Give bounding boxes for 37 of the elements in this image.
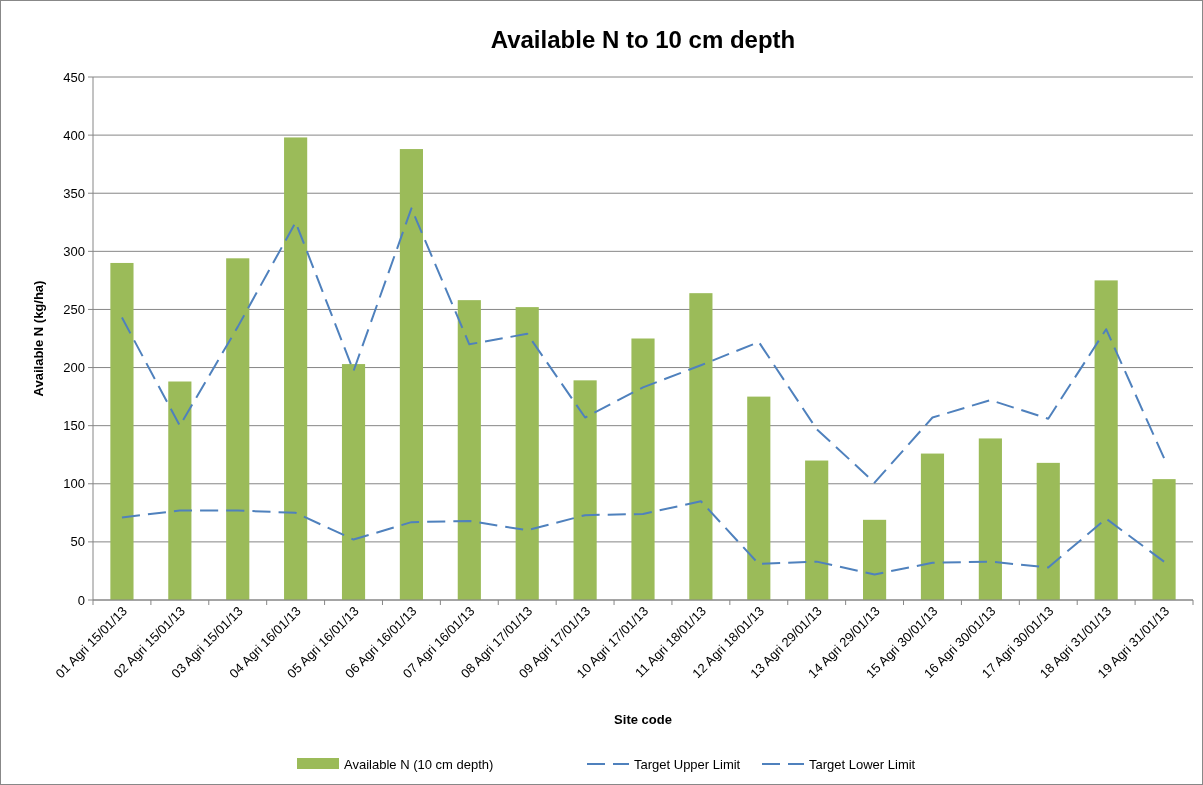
bar (863, 519, 887, 600)
legend-label: Available N (10 cm depth) (344, 757, 494, 772)
bar (226, 258, 250, 600)
bar (631, 338, 655, 600)
line-series (120, 500, 1166, 576)
y-tick-label: 0 (77, 592, 85, 608)
bar (1036, 462, 1060, 600)
y-tick-label: 400 (63, 127, 85, 143)
bar (168, 381, 192, 600)
bar (920, 453, 945, 600)
bar (978, 438, 1002, 600)
bar (573, 380, 597, 600)
y-tick-label: 300 (63, 243, 85, 259)
y-tick-label: 250 (63, 301, 85, 317)
y-tick-label: 200 (63, 360, 85, 376)
bar (747, 396, 771, 600)
chart-title: Available N to 10 cm depth (490, 26, 796, 53)
y-tick-label: 150 (63, 418, 85, 434)
legend-label: Target Lower Limit (809, 757, 916, 772)
y-tick-label: 100 (63, 476, 85, 492)
bar (110, 262, 134, 600)
bar (515, 307, 539, 600)
bar (689, 293, 713, 600)
y-axis-title: Available N (kg/ha) (31, 280, 46, 397)
bar (805, 460, 829, 600)
line-series (120, 207, 1166, 484)
bar (1094, 280, 1118, 600)
bar (341, 364, 366, 600)
x-axis-title: Site code (614, 712, 672, 727)
legend-label: Target Upper Limit (634, 757, 741, 772)
y-tick-label: 50 (70, 534, 85, 550)
bar (1152, 479, 1176, 600)
bar (399, 149, 423, 600)
y-tick-label: 450 (63, 69, 85, 85)
bar (457, 300, 481, 600)
bar (284, 137, 308, 600)
y-tick-label: 350 (63, 185, 85, 201)
